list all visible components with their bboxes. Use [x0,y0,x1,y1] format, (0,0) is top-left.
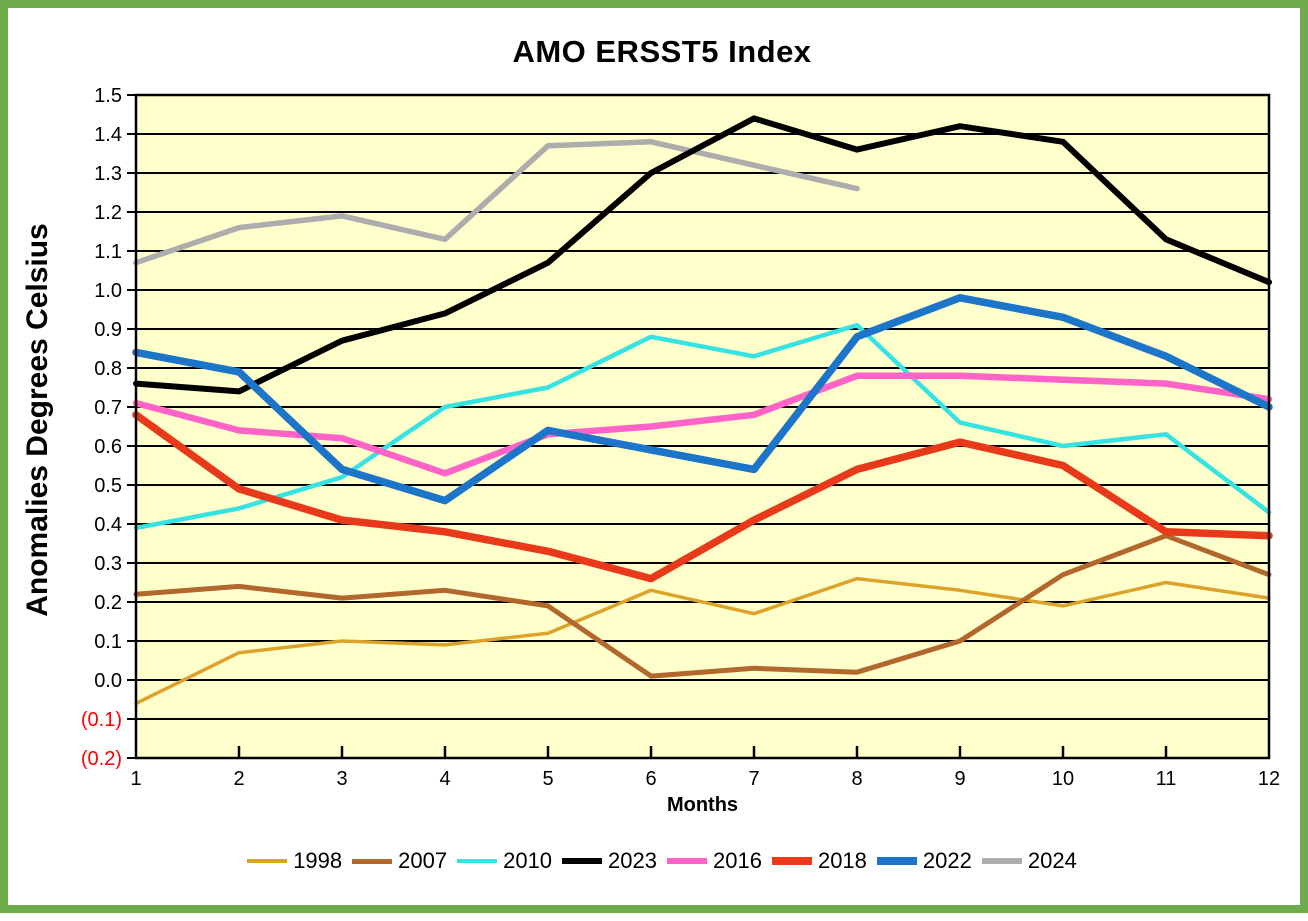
series-line-2018 [132,411,1273,583]
chart-title: AMO ERSST5 Index [512,34,812,69]
legend-swatch-1998 [247,859,288,863]
legend-swatch-2022 [876,857,917,865]
series-line-2023 [133,115,1272,395]
x-tick-label: 3 [336,768,347,790]
y-tick-label: 1.3 [94,163,122,185]
x-tick-label: 4 [439,768,450,790]
y-tick-label: 0.7 [94,397,122,419]
legend-label: 2010 [503,848,553,873]
legend-label: 2024 [1027,848,1077,873]
y-tick-label: 0.8 [94,358,122,380]
legend-item-2024: 2024 [981,848,1077,874]
x-tick-label: 2 [233,768,244,790]
x-tick-label: 6 [645,768,656,790]
x-tick-label: 7 [748,768,759,790]
series-line-2010 [133,322,1272,531]
y-tick-label: 1.4 [94,124,122,146]
chart-legend: 1998 2007 2010 2023 2016 2018 2022 2024 [8,848,1308,874]
legend-swatch-2010 [457,858,498,864]
y-tick-label: 1.1 [94,241,122,263]
legend-label: 2016 [713,848,762,873]
x-tick-label: 12 [1258,768,1280,790]
y-tick-label: 0.3 [94,553,122,575]
legend-swatch-2023 [562,858,603,864]
y-tick-label: 1.5 [94,85,122,107]
series-line-2016 [132,372,1273,477]
x-tick-label: 9 [954,768,965,790]
legend-item-2007: 2007 [352,848,447,874]
plot-area [136,95,1269,758]
legend-label: 2023 [608,848,657,873]
y-tick-label: 0.1 [94,631,122,653]
legend-label: 2018 [817,848,867,873]
legend-item-2010: 2010 [457,848,552,874]
legend-item-2022: 2022 [876,848,972,874]
legend-label: 1998 [293,848,343,873]
y-tick-label: 0.0 [94,670,122,692]
legend-swatch-2024 [981,858,1022,864]
x-axis-title: Months [666,794,739,816]
line-chart-plot: 1.5 1.4 1.3 1.2 1.1 1.0 0.9 0.8 0.7 0.6 0.5 0.4 0.3 0… [81,85,1280,790]
x-tick-label: 11 [1156,768,1177,790]
legend-label: 2007 [398,848,448,873]
series-line-2024 [133,139,860,266]
y-tick-label: 0.2 [94,592,122,614]
series-line-1998 [134,576,1271,706]
y-tick-label: 0.6 [94,436,122,458]
y-tick-label: 0.9 [94,319,122,341]
y-tick-label: 1.0 [94,280,122,302]
legend-item-1998: 1998 [247,848,342,874]
legend-item-2018: 2018 [771,848,867,874]
x-tick-label: 1 [130,768,141,790]
legend-item-2016: 2016 [667,848,762,874]
y-tick-label: (0.2) [81,748,122,770]
plot-border [134,93,1271,760]
series-line-2022 [132,294,1273,505]
x-tick-label: 8 [851,768,862,790]
series-line-2007 [133,533,1272,679]
legend-item-2023: 2023 [562,848,657,874]
y-tick-label: 0.4 [94,514,122,536]
legend-label: 2022 [922,848,972,873]
legend-swatch-2007 [352,858,393,864]
legend-swatch-2016 [667,857,707,865]
y-tick-label: 1.2 [94,202,122,224]
x-tick-label: 5 [542,768,553,790]
legend-swatch-2018 [771,857,812,865]
y-tick-label: (0.1) [81,709,122,731]
x-tick-label: 10 [1052,768,1074,790]
y-tick-label: 0.5 [94,475,122,497]
